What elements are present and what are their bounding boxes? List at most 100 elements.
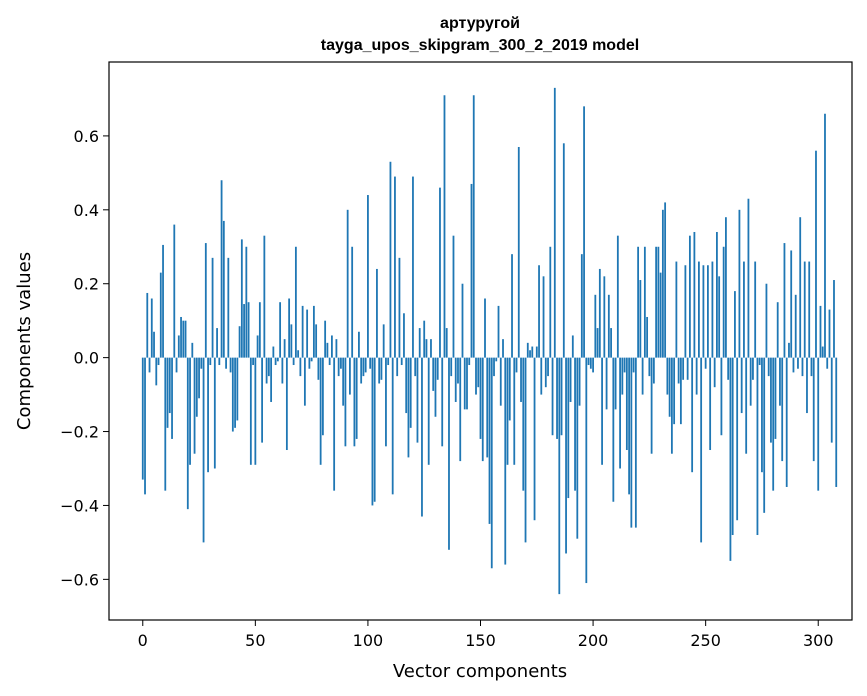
y-tick-label: 0.2 <box>74 275 99 294</box>
bar-274 <box>758 357 761 366</box>
bar-65 <box>288 298 291 358</box>
bar-257 <box>720 357 723 436</box>
bar-116 <box>403 313 405 358</box>
y-tick-label: 0.4 <box>74 201 99 220</box>
bar-63 <box>283 339 286 358</box>
bar-295 <box>806 357 808 414</box>
y-tick-label: 0.6 <box>74 127 99 146</box>
bar-297 <box>810 357 813 377</box>
bar-200 <box>592 357 594 373</box>
y-axis: −0.6 −0.4 −0.2 0.0 0.2 0.4 0.6 <box>60 127 109 589</box>
x-tick-label: 50 <box>245 631 265 650</box>
chart-title: артуругой <box>440 15 520 32</box>
bar-238 <box>677 357 680 384</box>
bar-239 <box>679 357 682 425</box>
bar-212 <box>619 357 621 469</box>
bar-35 <box>220 180 223 358</box>
bar-195 <box>580 254 583 358</box>
x-axis: 0 50 100 150 200 250 300 <box>138 620 834 650</box>
bar-141 <box>459 357 462 462</box>
bar-172 <box>529 350 531 358</box>
bar-159 <box>499 357 502 406</box>
bar-187 <box>562 143 565 358</box>
bar-278 <box>767 357 770 377</box>
bar-247 <box>698 261 700 358</box>
bar-307 <box>833 280 835 358</box>
bar-191 <box>571 335 574 358</box>
bar-207 <box>607 294 610 358</box>
y-tick-label: 0.0 <box>74 349 99 368</box>
bar-302 <box>821 346 824 358</box>
bar-67 <box>292 357 295 366</box>
bar-115 <box>400 357 403 366</box>
bar-150 <box>479 357 482 439</box>
bar-50 <box>254 357 257 465</box>
bar-33 <box>216 328 218 358</box>
bar-60 <box>276 357 279 362</box>
bar-133 <box>441 357 444 447</box>
bar-11 <box>166 357 169 428</box>
bar-198 <box>587 357 590 366</box>
bar-89 <box>342 357 345 406</box>
bar-193 <box>576 357 579 539</box>
bar-234 <box>668 357 671 417</box>
bar-5 <box>153 331 155 358</box>
bar-64 <box>285 357 288 451</box>
bar-127 <box>427 357 430 465</box>
bar-219 <box>634 357 637 528</box>
bar-181 <box>549 246 552 358</box>
bar-214 <box>623 357 626 373</box>
bar-290 <box>794 294 797 358</box>
bar-217 <box>630 357 633 528</box>
bar-135 <box>445 328 448 358</box>
bar-99 <box>364 357 367 373</box>
bar-100 <box>367 195 369 358</box>
bar-26 <box>200 357 203 369</box>
bar-27 <box>202 357 205 543</box>
bar-114 <box>398 257 401 358</box>
bar-293 <box>801 357 804 377</box>
bar-151 <box>481 357 484 462</box>
bar-189 <box>567 357 570 499</box>
bar-174 <box>533 357 536 521</box>
bar-12 <box>168 357 171 414</box>
bar-112 <box>394 176 396 358</box>
bar-246 <box>695 357 698 395</box>
bar-123 <box>418 328 421 358</box>
bar-120 <box>412 176 414 358</box>
bar-96 <box>358 331 360 358</box>
bar-22 <box>191 342 194 358</box>
bar-286 <box>785 357 788 487</box>
bar-190 <box>569 357 572 402</box>
bar-272 <box>754 261 757 358</box>
bar-179 <box>544 357 547 388</box>
bar-281 <box>774 357 777 439</box>
bar-74 <box>308 357 311 369</box>
bar-24 <box>195 357 198 417</box>
bar-137 <box>450 357 453 377</box>
bar-260 <box>727 357 730 380</box>
bar-126 <box>425 339 428 358</box>
bar-73 <box>306 309 309 358</box>
bar-170 <box>524 357 527 543</box>
bar-221 <box>639 280 642 358</box>
bar-263 <box>734 291 736 358</box>
bar-253 <box>711 261 714 358</box>
bar-146 <box>470 183 473 358</box>
bar-109 <box>387 357 390 366</box>
bar-251 <box>707 265 709 358</box>
bar-54 <box>263 235 266 358</box>
bar-197 <box>585 357 588 584</box>
bar-81 <box>324 320 327 358</box>
bar-147 <box>472 95 475 358</box>
bar-87 <box>337 357 340 377</box>
bar-104 <box>376 268 378 358</box>
bar-208 <box>610 328 612 358</box>
bar-13 <box>171 357 173 439</box>
bar-224 <box>646 316 649 358</box>
bar-44 <box>240 239 243 358</box>
bar-218 <box>632 357 635 373</box>
x-axis-label: Vector components <box>393 661 567 682</box>
bar-95 <box>355 357 358 439</box>
